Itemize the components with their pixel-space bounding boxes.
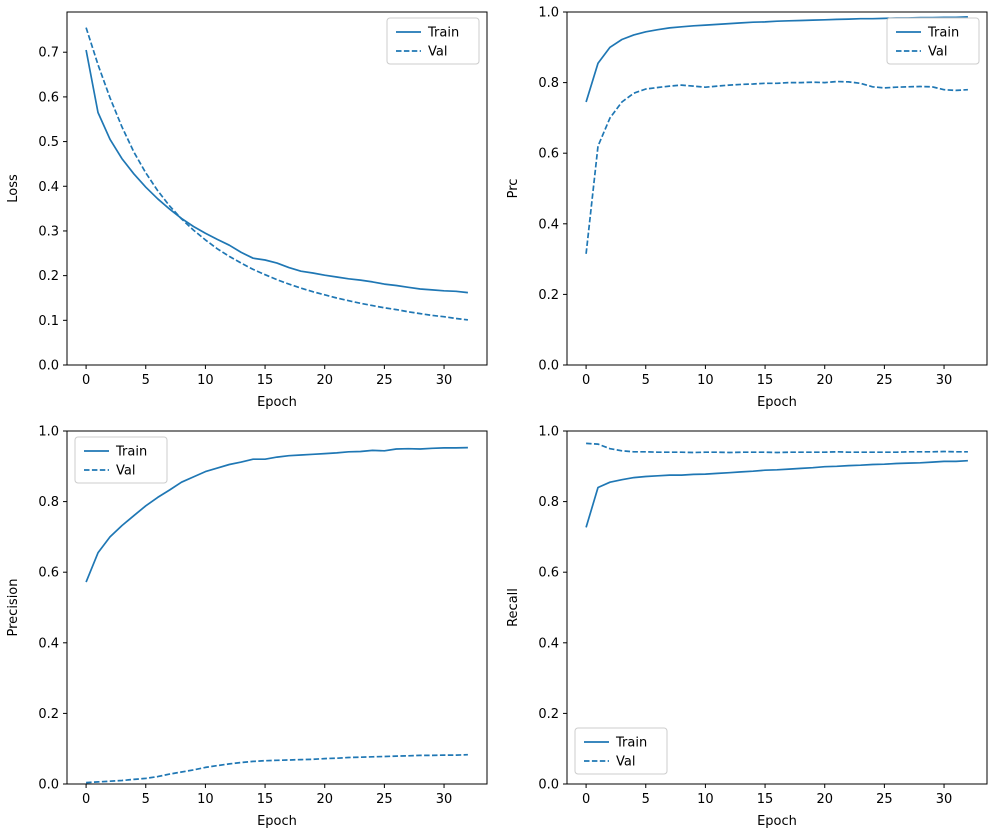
svg-text:1.0: 1.0 — [538, 425, 559, 440]
svg-text:0.4: 0.4 — [538, 636, 559, 651]
prc-plot: 0 5 10 15 20 25 30 0.0 0.2 0.4 0.6 0.8 1.0 Epoch Prc Tr… — [506, 6, 987, 410]
svg-text:Val: Val — [616, 755, 635, 770]
recall-chart: 0 5 10 15 20 25 30 0.0 0.2 0.4 0.6 0.8 1.0 Epoch Recal… — [501, 419, 1001, 838]
svg-text:Train: Train — [615, 736, 647, 751]
svg-text:5: 5 — [141, 792, 149, 807]
svg-text:5: 5 — [141, 373, 149, 388]
svg-text:0: 0 — [581, 373, 589, 388]
svg-text:5: 5 — [641, 792, 649, 807]
svg-text:20: 20 — [816, 373, 833, 388]
svg-text:Precision: Precision — [6, 578, 21, 636]
svg-text:Prc: Prc — [506, 179, 521, 199]
svg-text:15: 15 — [256, 792, 273, 807]
svg-text:Epoch: Epoch — [257, 395, 297, 410]
svg-text:20: 20 — [816, 792, 833, 807]
svg-text:10: 10 — [197, 792, 214, 807]
svg-text:20: 20 — [316, 373, 333, 388]
svg-text:0.6: 0.6 — [38, 90, 59, 105]
svg-text:Val: Val — [116, 464, 135, 479]
svg-text:0: 0 — [581, 792, 589, 807]
svg-text:0.8: 0.8 — [38, 495, 59, 510]
svg-text:10: 10 — [697, 373, 714, 388]
svg-text:0.2: 0.2 — [538, 707, 559, 722]
svg-text:Recall: Recall — [506, 588, 521, 627]
precision-plot: 0 5 10 15 20 25 30 0.0 0.2 0.4 0.6 0.8 1.0 Epoch Preci… — [6, 425, 487, 829]
svg-text:10: 10 — [197, 373, 214, 388]
svg-text:Train: Train — [115, 445, 147, 460]
svg-text:1.0: 1.0 — [538, 6, 559, 21]
svg-text:10: 10 — [697, 792, 714, 807]
svg-text:15: 15 — [256, 373, 273, 388]
svg-text:0.0: 0.0 — [538, 778, 559, 793]
svg-text:30: 30 — [935, 373, 952, 388]
svg-text:0.1: 0.1 — [38, 314, 59, 329]
svg-text:Val: Val — [428, 45, 447, 60]
svg-text:Epoch: Epoch — [757, 395, 797, 410]
svg-text:0.8: 0.8 — [538, 495, 559, 510]
svg-text:0.2: 0.2 — [38, 269, 59, 284]
svg-text:0.4: 0.4 — [38, 636, 59, 651]
svg-text:0.2: 0.2 — [538, 288, 559, 303]
svg-text:15: 15 — [756, 373, 773, 388]
svg-text:15: 15 — [756, 792, 773, 807]
svg-text:25: 25 — [876, 373, 893, 388]
svg-text:0.2: 0.2 — [38, 707, 59, 722]
svg-text:0.6: 0.6 — [538, 566, 559, 581]
svg-text:25: 25 — [876, 792, 893, 807]
svg-text:Val: Val — [928, 45, 947, 60]
svg-text:0.5: 0.5 — [38, 135, 59, 150]
svg-text:0.8: 0.8 — [538, 76, 559, 91]
svg-text:0.6: 0.6 — [538, 147, 559, 162]
svg-text:Loss: Loss — [6, 174, 21, 203]
svg-text:0.4: 0.4 — [38, 180, 59, 195]
svg-text:0.0: 0.0 — [38, 778, 59, 793]
svg-text:0: 0 — [81, 792, 89, 807]
loss-chart: 0 5 10 15 20 25 30 0.0 0.1 0.2 0.3 0.4 0.5 0.6 0.7 Epoc… — [1, 0, 501, 419]
svg-text:Train: Train — [927, 26, 959, 41]
svg-text:25: 25 — [376, 373, 393, 388]
prc-chart: 0 5 10 15 20 25 30 0.0 0.2 0.4 0.6 0.8 1.0 Epoch Prc Tr… — [501, 0, 1001, 419]
svg-text:0.4: 0.4 — [538, 217, 559, 232]
svg-text:0.7: 0.7 — [38, 46, 59, 61]
precision-chart: 0 5 10 15 20 25 30 0.0 0.2 0.4 0.6 0.8 1.0 Epoch Preci… — [1, 419, 501, 838]
recall-plot: 0 5 10 15 20 25 30 0.0 0.2 0.4 0.6 0.8 1.0 Epoch Recal… — [506, 425, 987, 829]
loss-plot: 0 5 10 15 20 25 30 0.0 0.1 0.2 0.3 0.4 0.5 0.6 0.7 Epoc… — [6, 11, 487, 410]
svg-text:5: 5 — [641, 373, 649, 388]
svg-text:30: 30 — [935, 792, 952, 807]
svg-text:1.0: 1.0 — [38, 425, 59, 440]
svg-text:25: 25 — [376, 792, 393, 807]
svg-text:0.3: 0.3 — [38, 224, 59, 239]
svg-text:Epoch: Epoch — [757, 814, 797, 829]
svg-text:0.0: 0.0 — [538, 359, 559, 374]
svg-text:0: 0 — [81, 373, 89, 388]
svg-text:0.0: 0.0 — [38, 359, 59, 374]
svg-text:30: 30 — [435, 373, 452, 388]
svg-text:Train: Train — [427, 26, 459, 41]
svg-text:20: 20 — [316, 792, 333, 807]
svg-text:30: 30 — [435, 792, 452, 807]
svg-text:Epoch: Epoch — [257, 814, 297, 829]
svg-text:0.6: 0.6 — [38, 566, 59, 581]
